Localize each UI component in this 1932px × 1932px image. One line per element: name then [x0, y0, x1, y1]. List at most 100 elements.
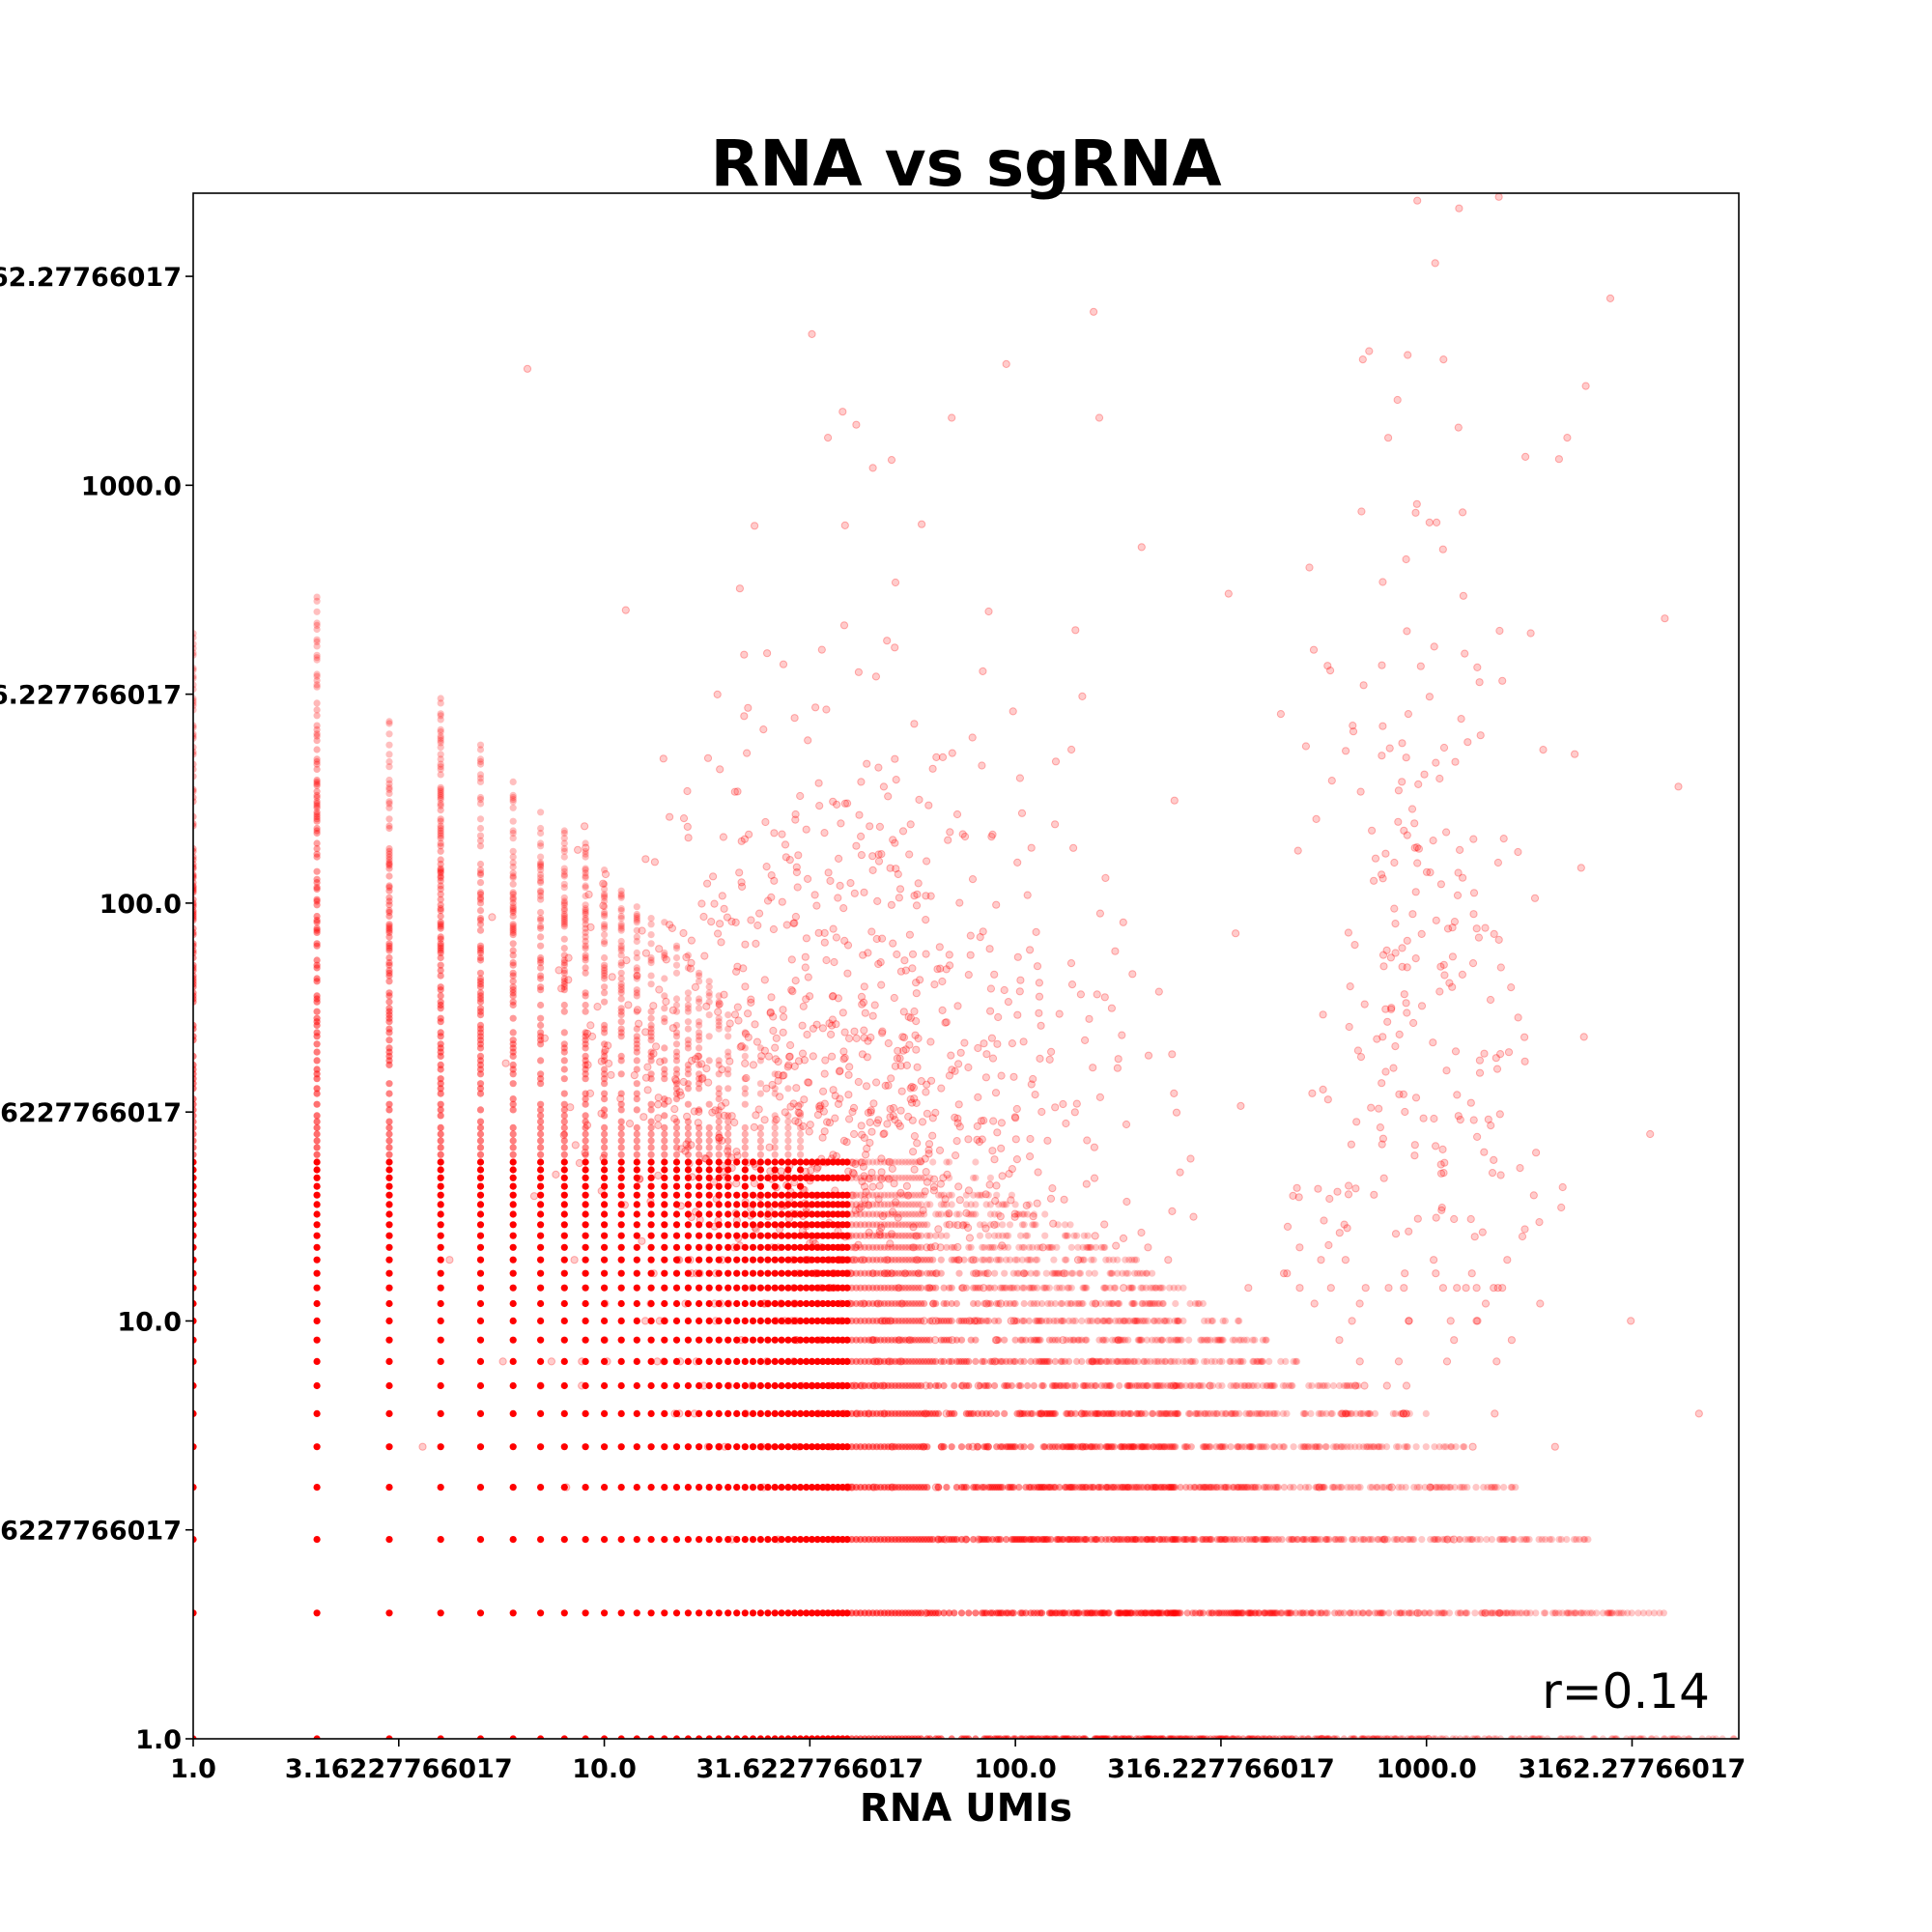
data-point [1145, 1609, 1152, 1617]
data-point [1252, 1409, 1260, 1417]
data-point [778, 1210, 785, 1218]
data-point [715, 1232, 723, 1239]
data-point [1176, 1168, 1184, 1177]
data-point [1053, 1735, 1061, 1739]
data-point [385, 1536, 393, 1544]
data-point [633, 1409, 640, 1417]
data-point [582, 989, 589, 997]
data-point [1142, 1443, 1150, 1451]
data-point [784, 1336, 792, 1344]
data-point [980, 1443, 988, 1451]
data-point [1054, 1536, 1062, 1544]
data-point [1448, 1443, 1456, 1451]
data-point [601, 1443, 609, 1451]
data-point [1340, 1443, 1348, 1451]
data-point [1248, 1381, 1256, 1390]
data-point [193, 1443, 197, 1451]
data-point [1050, 1256, 1058, 1264]
data-point [1048, 1409, 1056, 1417]
data-point [877, 1381, 885, 1390]
data-point [1234, 1609, 1241, 1617]
data-point [617, 1409, 625, 1417]
data-point [476, 1182, 485, 1190]
data-point [1168, 1484, 1176, 1492]
data-point [582, 1232, 589, 1239]
data-point [1080, 1536, 1088, 1544]
data-point [1255, 1735, 1263, 1739]
data-point [1329, 1443, 1337, 1451]
data-point [1044, 1484, 1052, 1492]
data-point [756, 1269, 765, 1277]
data-point [1064, 1536, 1071, 1544]
data-point [1221, 1484, 1229, 1492]
data-point [509, 921, 517, 928]
data-point [918, 1443, 925, 1451]
data-point [705, 1011, 713, 1019]
data-point [672, 953, 681, 962]
data-point [1203, 1536, 1210, 1544]
data-point [1573, 1609, 1580, 1617]
data-point [1237, 1381, 1245, 1390]
data-point [979, 1357, 986, 1365]
data-point [1015, 1381, 1023, 1390]
data-point [437, 725, 444, 734]
data-point [696, 1336, 703, 1344]
data-point [965, 1443, 973, 1451]
data-point [476, 741, 485, 749]
data-point [661, 1191, 668, 1199]
data-point [1236, 1317, 1243, 1324]
data-point [1110, 1536, 1119, 1544]
data-point [1165, 1484, 1173, 1492]
data-point [1269, 1735, 1277, 1739]
data-point [715, 1151, 723, 1158]
data-point [1317, 1409, 1324, 1417]
data-point [1484, 1484, 1492, 1492]
data-point [1729, 1735, 1737, 1739]
data-point [1165, 1735, 1173, 1739]
data-point [1144, 1051, 1153, 1060]
data-point [1358, 1735, 1366, 1739]
data-point [385, 921, 393, 928]
data-point [537, 1221, 545, 1229]
data-point [911, 1443, 919, 1451]
data-point [1060, 1536, 1067, 1544]
data-point [560, 894, 568, 901]
data-point [1079, 1443, 1087, 1451]
data-point [1510, 1536, 1518, 1544]
data-point [647, 1151, 655, 1158]
data-point [1262, 1609, 1269, 1617]
data-point [509, 1182, 517, 1190]
data-point [1552, 1609, 1560, 1617]
data-point [684, 1609, 693, 1617]
data-point [1440, 1609, 1448, 1617]
data-point [1084, 1232, 1092, 1239]
data-point [988, 1357, 997, 1365]
data-point [601, 1166, 609, 1174]
data-point [1221, 1536, 1229, 1544]
data-point [1070, 1536, 1078, 1544]
data-point [1364, 1536, 1373, 1544]
data-point [647, 1014, 655, 1022]
data-point [1212, 1409, 1220, 1417]
data-point [661, 1014, 668, 1022]
data-point [1067, 745, 1076, 754]
data-point [1024, 1409, 1032, 1417]
data-point [639, 1113, 648, 1122]
data-point [385, 1080, 393, 1088]
data-point [1459, 1484, 1466, 1492]
data-point [1121, 1609, 1128, 1617]
data-point [1207, 1443, 1214, 1451]
data-point [1408, 1536, 1417, 1544]
data-point [778, 1158, 785, 1166]
data-point [437, 1317, 444, 1324]
data-point [784, 1232, 792, 1239]
data-point [1202, 1443, 1209, 1451]
data-point [560, 1090, 568, 1097]
data-point [1301, 1409, 1310, 1417]
data-point [537, 1381, 545, 1390]
data-point [983, 1442, 992, 1451]
data-point [1094, 1443, 1101, 1451]
data-point [905, 1409, 913, 1417]
data-point [1152, 1484, 1160, 1492]
data-point [1375, 1735, 1382, 1739]
